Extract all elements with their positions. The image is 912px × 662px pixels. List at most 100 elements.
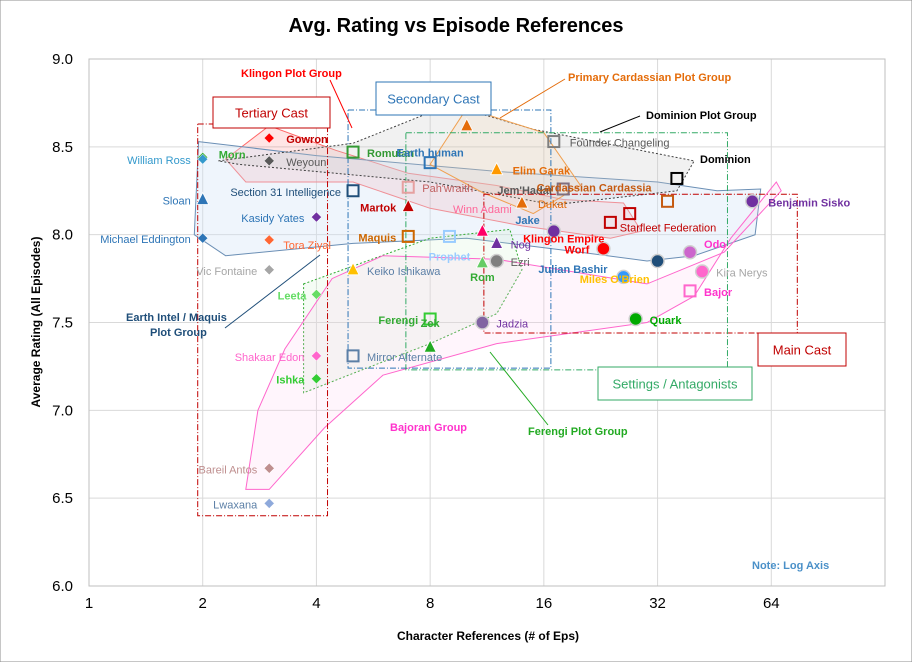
label-elim-garak: Elim Garak [513, 166, 571, 178]
bajoran-group-region [245, 181, 782, 490]
y-tick-label: 6.5 [52, 490, 73, 507]
x-tick-label: 32 [649, 595, 666, 612]
point-worf [596, 241, 611, 256]
ferengi-group-label-leader [489, 351, 549, 426]
point-founder-changeling [547, 135, 561, 149]
label-kira-nerys: Kira Nerys [716, 268, 768, 280]
tertiary-cast-label: Tertiary Cast [235, 106, 308, 121]
point-william-ross [197, 153, 209, 165]
label-zek: Zek [421, 318, 441, 330]
cardassian-group-label: Primary Cardassian Plot Group [568, 72, 731, 84]
point-benjamin-sisko [745, 194, 760, 209]
y-tick-label: 8.0 [52, 227, 73, 244]
label-benjamin-sisko: Benjamin Sisko [768, 197, 850, 209]
point-zek [423, 339, 437, 353]
label-bajor: Bajor [704, 287, 733, 299]
earth-intel-label: Earth Intel / Maquis [126, 312, 227, 324]
main-cast-label-frame [757, 332, 847, 367]
label-klingon-empire: Klingon Empire [523, 233, 604, 245]
settings-box [405, 132, 728, 371]
point-nog [490, 235, 504, 249]
label-nog: Nog [511, 239, 531, 251]
secondary-cast-label-frame [375, 81, 492, 116]
x-tick-label: 1 [85, 595, 93, 612]
dominion-group-label: Dominion Plot Group [646, 110, 757, 122]
point-jem-hadar [556, 182, 570, 196]
y-tick-label: 9.0 [52, 51, 73, 68]
label-pah-wraith: Pah'wraith [422, 183, 473, 195]
point-cardassian-cardassia [661, 194, 675, 208]
log-axis-note: Note: Log Axis [752, 560, 829, 572]
y-tick-label: 8.5 [52, 139, 73, 156]
point-elim-garak [490, 161, 504, 176]
label-winn-adami: Winn Adami [453, 204, 512, 216]
earth-intel-label-2: Plot Group [150, 327, 207, 339]
chart-title: Avg. Rating vs Episode References [289, 15, 624, 37]
label-earth-human: Earth human [397, 148, 465, 160]
settings-label-frame [597, 366, 753, 401]
point-bareil-antos [263, 462, 275, 474]
label-tora-ziyal: Tora Ziyal [283, 240, 331, 252]
point-vic-fontaine [263, 264, 275, 276]
label-martok: Martok [360, 203, 397, 215]
label-section-31-intelligence: Section 31 Intelligence [230, 187, 341, 199]
label-ferengi: Ferengi [378, 315, 418, 327]
point-jake [546, 223, 562, 239]
label-romulan: Romulan [367, 148, 414, 160]
settings-label: Settings / Antagonists [612, 377, 738, 392]
label-cardassian-cardassia: Cardassian Cardassia [537, 182, 653, 194]
point-leeta [311, 289, 322, 300]
point-weyoun [263, 155, 275, 167]
point-dukat [515, 195, 529, 209]
earth-intel-label-2-leader [224, 254, 321, 329]
x-axis-label: Character References (# of Eps) [397, 629, 579, 643]
label-bareil-antos: Bareil Antos [199, 464, 258, 476]
label-prophet: Prophet [429, 251, 471, 263]
klingon-group-label-leader [329, 79, 353, 129]
label-odo: Odo [704, 239, 726, 251]
point-odo [682, 244, 698, 260]
dominion-group-label-leader [599, 115, 641, 133]
y-axis-label: Average Rating (All Episodes) [29, 237, 43, 408]
x-tick-label: 2 [199, 595, 207, 612]
secondary-cast-label: Secondary Cast [387, 92, 480, 107]
point-ishka [311, 373, 322, 385]
label-gowron: Gowron [286, 134, 328, 146]
label-julian-bashir: Julian Bashir [538, 264, 608, 276]
dominion-group-region [218, 104, 695, 206]
y-tick-label: 7.0 [52, 402, 73, 419]
point-dominion [670, 171, 684, 185]
label-shakaar-edon: Shakaar Edon [235, 352, 305, 364]
label-rom: Rom [470, 272, 495, 284]
point-martok [401, 198, 415, 212]
label-william-ross: William Ross [127, 155, 191, 167]
point-keiko-ishikawa [346, 261, 360, 276]
tertiary-cast-label-frame [212, 96, 331, 129]
point-klingon-empire [603, 215, 617, 229]
point-bajor [683, 284, 697, 298]
label-miles-o-brien: Miles O'Brien [580, 274, 650, 286]
label-leeta: Leeta [278, 290, 308, 302]
point-sloan [196, 191, 210, 205]
point-gowron [263, 132, 275, 144]
klingon-group-label: Klingon Plot Group [241, 68, 342, 80]
label-kasidy-yates: Kasidy Yates [241, 213, 305, 225]
y-tick-label: 7.5 [52, 315, 73, 332]
cardassian-group-label-leader [499, 78, 566, 119]
ferengi-group-label: Ferengi Plot Group [528, 426, 628, 438]
label-morn: Morn [219, 149, 246, 161]
label-keiko-ishikawa: Keiko Ishikawa [367, 266, 441, 278]
label-jadzia: Jadzia [496, 319, 529, 331]
point-starfleet-federation [623, 207, 637, 221]
point-miles-o-brien [650, 253, 665, 269]
dominion-group-title: Dominion [700, 154, 751, 166]
point-lwaxana [263, 498, 275, 509]
point-romulan [346, 145, 360, 159]
label-sloan: Sloan [163, 196, 191, 208]
x-tick-label: 8 [426, 595, 434, 612]
plot-area: Tertiary Cast Secondary Cast Main Cast Sett… [52, 51, 886, 612]
label-starfleet-federation: Starfleet Federation [620, 223, 717, 235]
x-tick-label: 64 [763, 595, 780, 612]
x-tick-label: 16 [536, 595, 553, 612]
